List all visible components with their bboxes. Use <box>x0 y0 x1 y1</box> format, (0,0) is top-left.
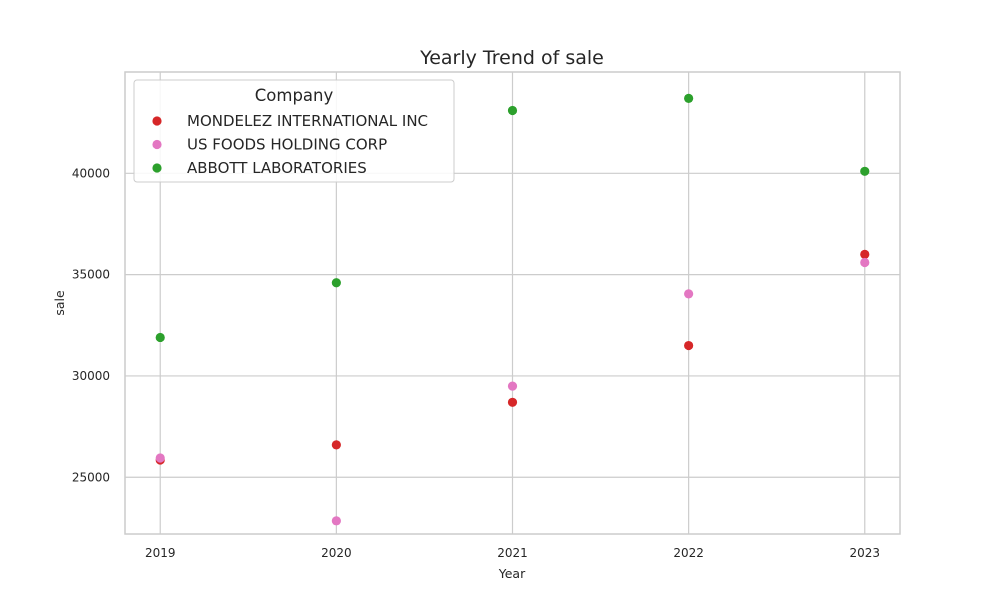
y-tick-label: 30000 <box>72 369 110 383</box>
y-tick-label: 25000 <box>72 470 110 484</box>
data-points <box>155 93 870 526</box>
plot-frame <box>124 71 901 535</box>
legend-label: ABBOTT LABORATORIES <box>187 159 367 177</box>
data-point <box>507 105 518 116</box>
y-tick-label: 35000 <box>72 268 110 282</box>
data-point <box>507 381 518 391</box>
legend-marker <box>152 139 162 150</box>
legend-label: MONDELEZ INTERNATIONAL INC <box>187 112 428 130</box>
data-point <box>860 249 870 259</box>
x-tick-label: 2022 <box>673 546 704 560</box>
legend-label: US FOODS HOLDING CORP <box>187 136 387 154</box>
y-tick-label: 40000 <box>72 166 110 180</box>
legend-marker <box>152 163 162 173</box>
x-axis-label: Year <box>498 566 526 581</box>
y-axis-ticks: 25000 30000 35000 40000 <box>72 166 110 484</box>
data-point <box>684 340 694 351</box>
x-tick-label: 2020 <box>321 546 352 560</box>
x-tick-label: 2021 <box>497 546 528 560</box>
data-point <box>331 440 341 450</box>
data-point <box>684 93 694 103</box>
legend-items: MONDELEZ INTERNATIONAL INC US FOODS HOLDI… <box>152 112 428 177</box>
data-point <box>155 453 165 463</box>
x-tick-label: 2019 <box>145 546 176 560</box>
data-point <box>684 289 694 299</box>
data-point <box>860 166 870 176</box>
data-point <box>155 332 165 343</box>
x-axis-ticks: 2019 2020 2021 2022 2023 <box>145 546 880 560</box>
y-axis-label: sale <box>52 290 67 316</box>
legend: Company MONDELEZ INTERNATIONAL INC US FOO… <box>133 79 455 183</box>
data-point <box>507 397 518 407</box>
data-point <box>331 278 341 288</box>
chart-title: Yearly Trend of sale <box>419 47 604 69</box>
data-point <box>331 516 341 526</box>
legend-box <box>133 79 455 183</box>
legend-marker <box>152 116 162 126</box>
legend-title: Company <box>255 86 334 105</box>
data-point <box>860 257 870 268</box>
x-tick-label: 2023 <box>849 546 880 560</box>
